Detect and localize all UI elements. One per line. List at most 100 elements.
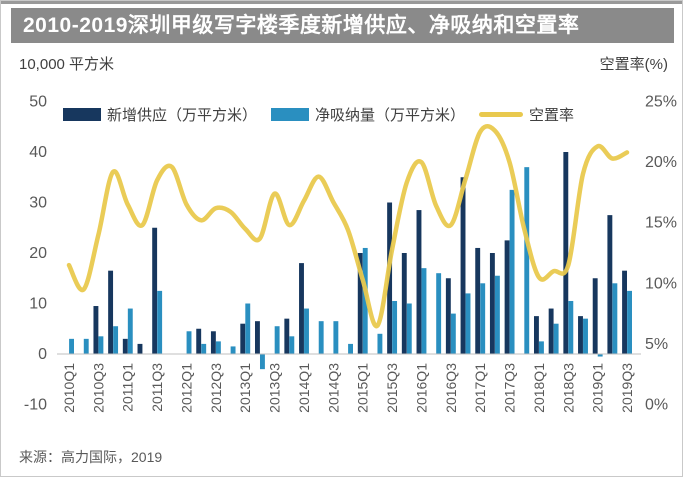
supply-bar-2013Q1 (240, 323, 246, 354)
right-axis-unit-label: 空置率(%) (599, 56, 668, 73)
supply-swatch-icon (63, 108, 101, 121)
absorption-bar-2012Q1 (186, 331, 192, 354)
x-axis-label-2019Q1: 2019Q1 (590, 363, 606, 413)
supply-bar-2017Q3 (504, 240, 510, 354)
vacancy-line-swatch-icon (479, 112, 524, 117)
supply-bar-2011Q3 (152, 227, 158, 354)
x-axis-label-2014Q1: 2014Q1 (296, 363, 312, 413)
absorption-bar-2016Q2 (436, 273, 442, 354)
x-axis-label-2011Q1: 2011Q1 (120, 363, 136, 412)
absorption-bar-2011Q1 (127, 308, 133, 354)
supply-bar-2018Q4 (578, 316, 583, 354)
x-axis-label-2016Q1: 2016Q1 (413, 363, 429, 413)
chart-title: 2010-2019深圳甲级写字楼季度新增供应、净吸纳和空置率 (11, 8, 674, 43)
x-axis-label-2013Q3: 2013Q3 (267, 363, 283, 413)
absorption-bar-2016Q1 (421, 268, 427, 354)
x-axis-label-2019Q3: 2019Q3 (619, 363, 635, 413)
absorption-bar-2013Q1 (245, 303, 251, 354)
source-note: 来源：高力国际，2019 (19, 449, 163, 465)
absorption-bar-2015Q2 (377, 333, 383, 354)
absorption-bar-2010Q4 (113, 326, 119, 354)
absorption-bar-2012Q3 (215, 341, 221, 354)
absorption-swatch-icon (271, 108, 310, 121)
x-axis-label-2014Q3: 2014Q3 (325, 363, 341, 413)
absorption-bar-2012Q4 (230, 346, 236, 354)
supply-bar-2010Q3 (93, 306, 99, 354)
vacancy-rate-line (66, 124, 630, 329)
absorption-bar-2018Q3 (568, 300, 574, 354)
legend-label-absorption: 净吸纳量（万平方米） (315, 107, 466, 124)
x-axis-label-2011Q3: 2011Q3 (149, 363, 165, 412)
supply-bar-2019Q3 (622, 270, 627, 354)
right-axis-tick: 20% (645, 154, 677, 171)
x-axis-label-2012Q3: 2012Q3 (208, 363, 224, 413)
chart-legend: 新增供应（万平方米） 净吸纳量（万平方米） 空置率 (63, 104, 574, 125)
right-axis-tick: 10% (645, 275, 677, 292)
left-axis-tick: 40 (29, 144, 47, 161)
supply-bar-2011Q2 (137, 343, 143, 354)
legend-item-vacancy: 空置率 (479, 104, 574, 125)
absorption-bar-2010Q1 (69, 338, 74, 354)
left-axis-tick: -10 (24, 397, 47, 414)
absorption-bar-2010Q3 (98, 336, 104, 354)
absorption-bar-2011Q3 (157, 290, 163, 354)
supply-bar-2018Q2 (548, 308, 554, 354)
absorption-bar-2013Q4 (289, 336, 295, 354)
x-axis-label-2012Q1: 2012Q1 (178, 363, 194, 413)
x-axis-label-2017Q1: 2017Q1 (472, 363, 488, 413)
supply-bar-2013Q4 (284, 318, 290, 354)
right-axis-tick: 25% (645, 94, 677, 111)
absorption-bar-2015Q1 (362, 247, 368, 354)
x-axis-label-2018Q3: 2018Q3 (560, 363, 576, 413)
absorption-bar-2019Q2 (612, 283, 618, 354)
supply-bar-2015Q3 (387, 202, 393, 354)
absorption-bar-2017Q1 (480, 283, 486, 354)
x-axis-label-2015Q1: 2015Q1 (355, 363, 371, 413)
supply-bar-2019Q1 (592, 278, 598, 354)
supply-bar-2017Q1 (475, 247, 481, 354)
supply-bar-2019Q2 (607, 215, 613, 354)
absorption-bar-2013Q2 (259, 354, 265, 370)
supply-bar-2016Q1 (416, 210, 422, 354)
left-axis-tick: 20 (29, 245, 47, 262)
left-axis-unit-label: 10,000 平方米 (19, 56, 115, 73)
supply-bar-2017Q2 (489, 253, 495, 354)
absorption-bar-2019Q1 (597, 354, 603, 357)
left-axis-tick: 0 (38, 346, 47, 363)
absorption-bar-2017Q2 (494, 275, 500, 354)
legend-label-vacancy: 空置率 (529, 107, 575, 124)
supply-bar-2018Q3 (563, 152, 569, 354)
supply-bar-2015Q1 (357, 253, 363, 354)
absorption-bar-2010Q2 (83, 338, 89, 354)
absorption-bar-2016Q3 (450, 313, 456, 354)
supply-bars (93, 152, 627, 354)
supply-bar-2012Q3 (210, 331, 216, 354)
absorption-bars (69, 167, 632, 370)
supply-bar-2011Q1 (122, 338, 128, 354)
absorption-bar-2014Q4 (348, 343, 353, 354)
supply-bar-2016Q3 (445, 278, 451, 354)
x-axis-label-2016Q3: 2016Q3 (443, 363, 459, 413)
absorption-bar-2014Q2 (318, 321, 324, 354)
absorption-bar-2019Q3 (627, 290, 632, 354)
supply-bar-2018Q1 (533, 316, 539, 354)
supply-bar-2016Q4 (460, 177, 466, 354)
x-axis-label-2017Q3: 2017Q3 (502, 363, 518, 413)
absorption-bar-2014Q1 (304, 308, 309, 354)
absorption-bar-2018Q4 (583, 318, 588, 354)
right-axis-tick: 5% (645, 336, 668, 353)
absorption-bar-2013Q3 (274, 326, 280, 354)
legend-item-supply: 新增供应（万平方米） (63, 104, 257, 125)
left-axis-tick: 10 (29, 296, 47, 313)
supply-bar-2013Q2 (254, 321, 260, 354)
absorption-bar-2017Q3 (509, 189, 515, 354)
x-axis-label-2010Q3: 2010Q3 (90, 363, 106, 413)
left-axis-tick: 30 (29, 195, 47, 212)
left-axis-tick: 50 (29, 94, 47, 111)
absorption-bar-2014Q3 (333, 321, 339, 354)
top-border-strip (1, 1, 682, 4)
absorption-bar-2016Q4 (465, 293, 471, 354)
supply-bar-2015Q4 (401, 253, 407, 354)
